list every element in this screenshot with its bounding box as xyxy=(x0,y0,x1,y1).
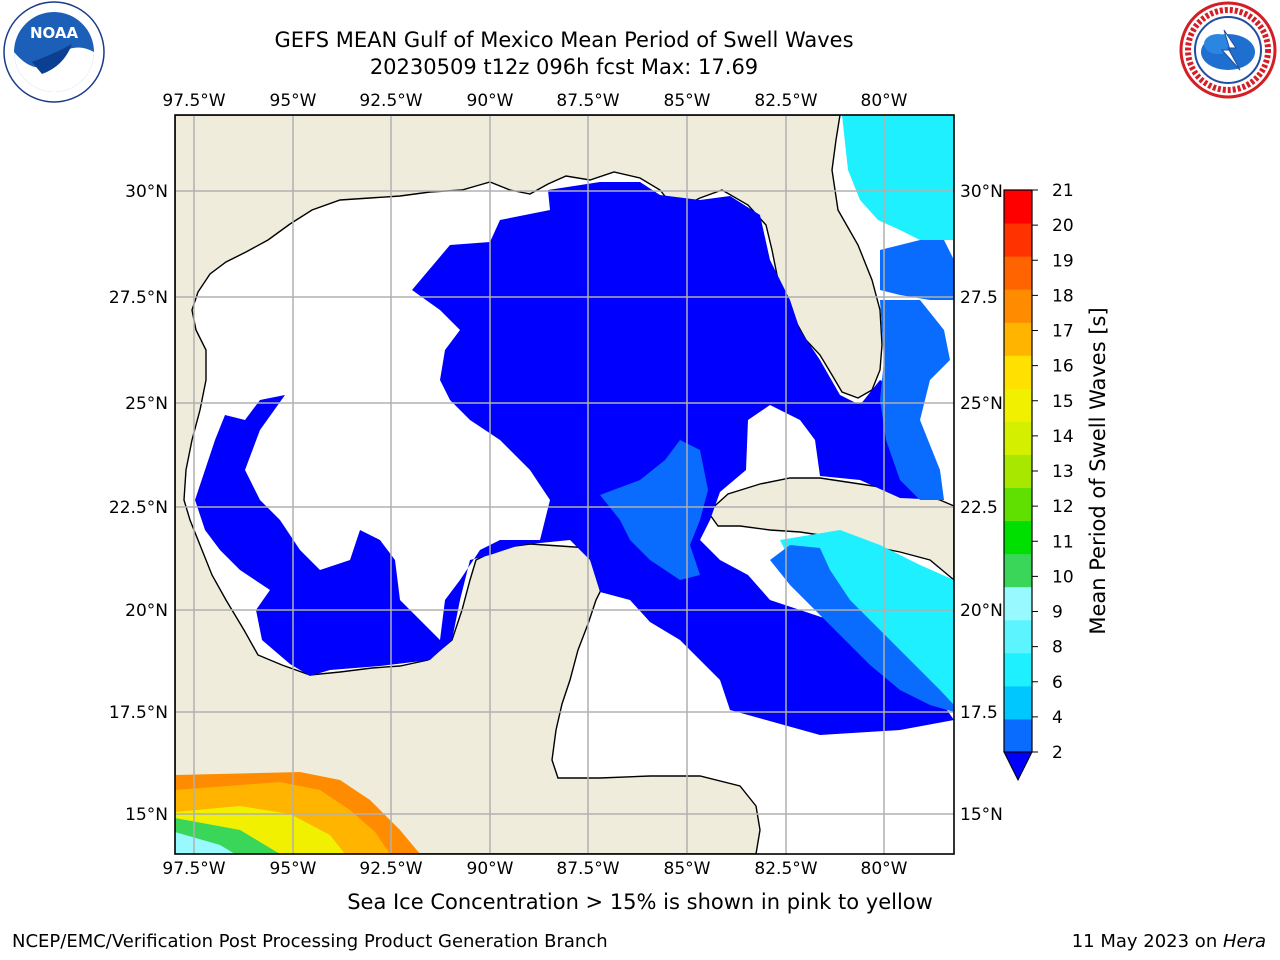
colorbar-tick-label: 14 xyxy=(1052,427,1074,447)
colorbar-tick-label: 20 xyxy=(1052,216,1074,236)
swell-band-4s xyxy=(600,440,708,580)
map-frame xyxy=(174,114,955,855)
colorbar-segment xyxy=(1004,190,1032,224)
lon-label-bottom: 90°W xyxy=(467,859,514,879)
colorbar-tick-label: 13 xyxy=(1052,462,1074,482)
colorbar-segment xyxy=(1004,652,1032,687)
lon-label-top: 95°W xyxy=(270,91,317,111)
lon-labels-top: 97.5°W 95°W 92.5°W 90°W 87.5°W 85°W 82.5… xyxy=(162,91,907,111)
colorbar-segment xyxy=(1004,289,1032,323)
lat-label-right: 17.5 xyxy=(960,703,998,723)
colorbar-segment xyxy=(1004,223,1032,257)
swell-band-4s-north xyxy=(880,240,954,300)
lat-labels-left: 30°N 27.5°N 25°N 22.5°N 20°N 17.5°N 15°N xyxy=(109,182,168,825)
lon-labels-bottom: 97.5°W 95°W 92.5°W 90°W 87.5°W 85°W 82.5… xyxy=(162,859,907,879)
colorbar-tick-label: 12 xyxy=(1052,497,1074,517)
lon-label-top: 97.5°W xyxy=(162,91,225,111)
footer-date: 11 May 2023 on Hera xyxy=(1072,931,1266,952)
lon-label-top: 85°W xyxy=(664,91,711,111)
colorbar-segment xyxy=(1004,322,1032,356)
colorbar-extend-triangle xyxy=(1003,751,1033,782)
colorbar-tick-label: 4 xyxy=(1052,708,1063,728)
lon-label-bottom: 92.5°W xyxy=(359,859,422,879)
colorbar-tick-label: 10 xyxy=(1052,567,1074,587)
lat-label-left: 22.5°N xyxy=(109,498,168,518)
swell-band-6s-atlantic xyxy=(842,115,954,240)
lon-label-bottom: 97.5°W xyxy=(162,859,225,879)
lat-label-right: 22.5 xyxy=(960,498,998,518)
colorbar-tick-label: 15 xyxy=(1052,392,1074,412)
colorbar-segment xyxy=(1004,520,1032,555)
lon-label-bottom: 95°W xyxy=(270,859,317,879)
lon-label-bottom: 87.5°W xyxy=(556,859,619,879)
colorbar-tick-label: 9 xyxy=(1052,603,1063,623)
colorbar-tick-label: 2 xyxy=(1052,743,1063,763)
colorbar-segment xyxy=(1004,685,1032,720)
colorbar-segment xyxy=(1004,388,1032,422)
sea-ice-note: Sea Ice Concentration > 15% is shown in … xyxy=(347,890,933,914)
footer-credit: NCEP/EMC/Verification Post Processing Pr… xyxy=(12,931,608,952)
colorbar-segment xyxy=(1004,454,1032,489)
footer-date-text: 11 May 2023 on xyxy=(1071,931,1223,952)
colorbar-tick-label: 16 xyxy=(1052,357,1074,377)
lat-label-right: 27.5 xyxy=(960,288,998,308)
lat-label-right: 25°N xyxy=(960,394,1003,414)
lon-label-top: 80°W xyxy=(861,91,908,111)
colorbar-segment xyxy=(1004,256,1032,290)
colorbar-tick-label: 6 xyxy=(1052,673,1063,693)
lat-label-left: 25°N xyxy=(125,394,168,414)
footer-host: Hera xyxy=(1222,931,1266,952)
swell-pacific-8s xyxy=(175,832,235,854)
swell-band-4s-caribbean xyxy=(770,545,954,712)
colorbar-segment xyxy=(1004,718,1032,753)
lat-labels-right: 30°N 27.5 25°N 22.5 20°N 17.5 15°N xyxy=(960,182,1003,825)
colorbar-segment xyxy=(1004,586,1032,621)
lat-label-right: 30°N xyxy=(960,182,1003,202)
colorbar-tick-label: 17 xyxy=(1052,322,1074,342)
colorbar-segment xyxy=(1004,487,1032,522)
lon-label-top: 82.5°W xyxy=(754,91,817,111)
colorbar-segment xyxy=(1004,421,1032,455)
nws-logo xyxy=(1179,1,1277,99)
lon-label-top: 87.5°W xyxy=(556,91,619,111)
colorbar-tick-label: 11 xyxy=(1052,532,1074,552)
swell-band-4s-east xyxy=(880,300,950,500)
lon-label-top: 92.5°W xyxy=(359,91,422,111)
lat-label-left: 17.5°N xyxy=(109,703,168,723)
title-line-2: 20230509 t12z 096h fcst Max: 17.69 xyxy=(369,55,759,79)
lat-label-right: 20°N xyxy=(960,601,1003,621)
lat-label-left: 20°N xyxy=(125,601,168,621)
title-line-1: GEFS MEAN Gulf of Mexico Mean Period of … xyxy=(274,28,854,52)
lon-label-bottom: 80°W xyxy=(861,859,908,879)
lat-label-left: 30°N xyxy=(125,182,168,202)
colorbar-label: Mean Period of Swell Waves [s] xyxy=(1086,307,1110,634)
colorbar-tick-label: 8 xyxy=(1052,638,1063,658)
lat-label-right: 15°N xyxy=(960,805,1003,825)
lon-label-bottom: 82.5°W xyxy=(754,859,817,879)
lon-label-bottom: 85°W xyxy=(664,859,711,879)
map-area xyxy=(175,115,954,854)
colorbar-segment xyxy=(1004,553,1032,588)
noaa-logo-text: NOAA xyxy=(30,24,79,42)
swell-band-2s xyxy=(195,182,954,735)
lat-label-left: 15°N xyxy=(125,805,168,825)
noaa-logo: NOAA xyxy=(3,1,105,103)
land-cuba xyxy=(707,477,954,581)
colorbar-segment xyxy=(1004,355,1032,389)
gridlines xyxy=(175,115,954,854)
colorbar-segment xyxy=(1004,619,1032,654)
colorbar-tick-label: 19 xyxy=(1052,251,1074,271)
colorbar: 2 4 6 8 9 10 11 12 13 14 15 16 17 18 19 20 21 xyxy=(1003,181,1074,782)
swell-period-field xyxy=(175,115,954,854)
colorbar-tick-label: 18 xyxy=(1052,286,1074,306)
colorbar-tick-label: 21 xyxy=(1052,181,1074,201)
lat-label-left: 27.5°N xyxy=(109,288,168,308)
lon-label-top: 90°W xyxy=(467,91,514,111)
